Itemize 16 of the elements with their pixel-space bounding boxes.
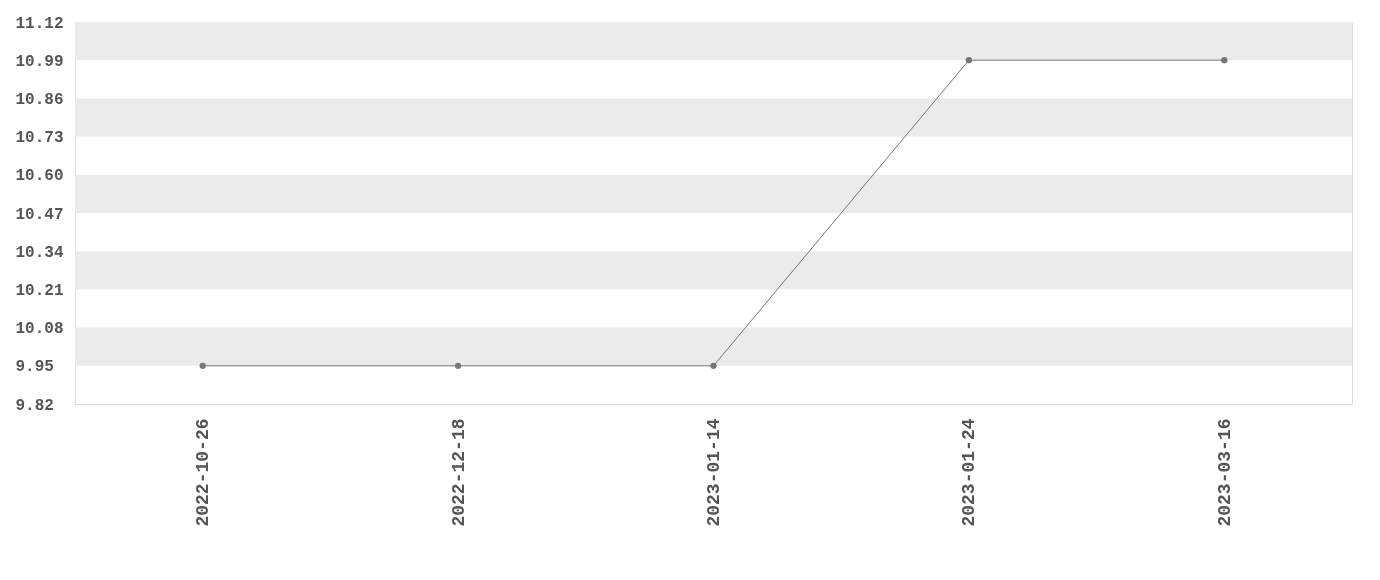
- x-tick-label: 2023-01-24: [959, 418, 980, 527]
- y-tick-label: 10.21: [15, 281, 64, 300]
- x-tick-label: 2022-10-26: [193, 418, 214, 527]
- y-tick-label: 11.12: [15, 14, 64, 33]
- y-tick-label: 10.08: [15, 320, 64, 339]
- x-tick-label: 2023-03-16: [1214, 418, 1235, 527]
- x-tick-label: 2022-12-18: [448, 418, 469, 527]
- y-tick-label: 10.60: [15, 167, 64, 186]
- y-tick-label: 9.95: [15, 358, 54, 377]
- y-tick-label: 10.47: [15, 205, 64, 224]
- y-tick-label: 9.82: [15, 396, 54, 415]
- x-tick-label: 2023-01-14: [704, 418, 724, 527]
- y-tick-label: 10.99: [15, 52, 64, 71]
- y-tick-label: 10.86: [15, 90, 64, 109]
- y-tick-label: 10.34: [15, 243, 64, 262]
- y-tick-label: 10.73: [15, 129, 64, 148]
